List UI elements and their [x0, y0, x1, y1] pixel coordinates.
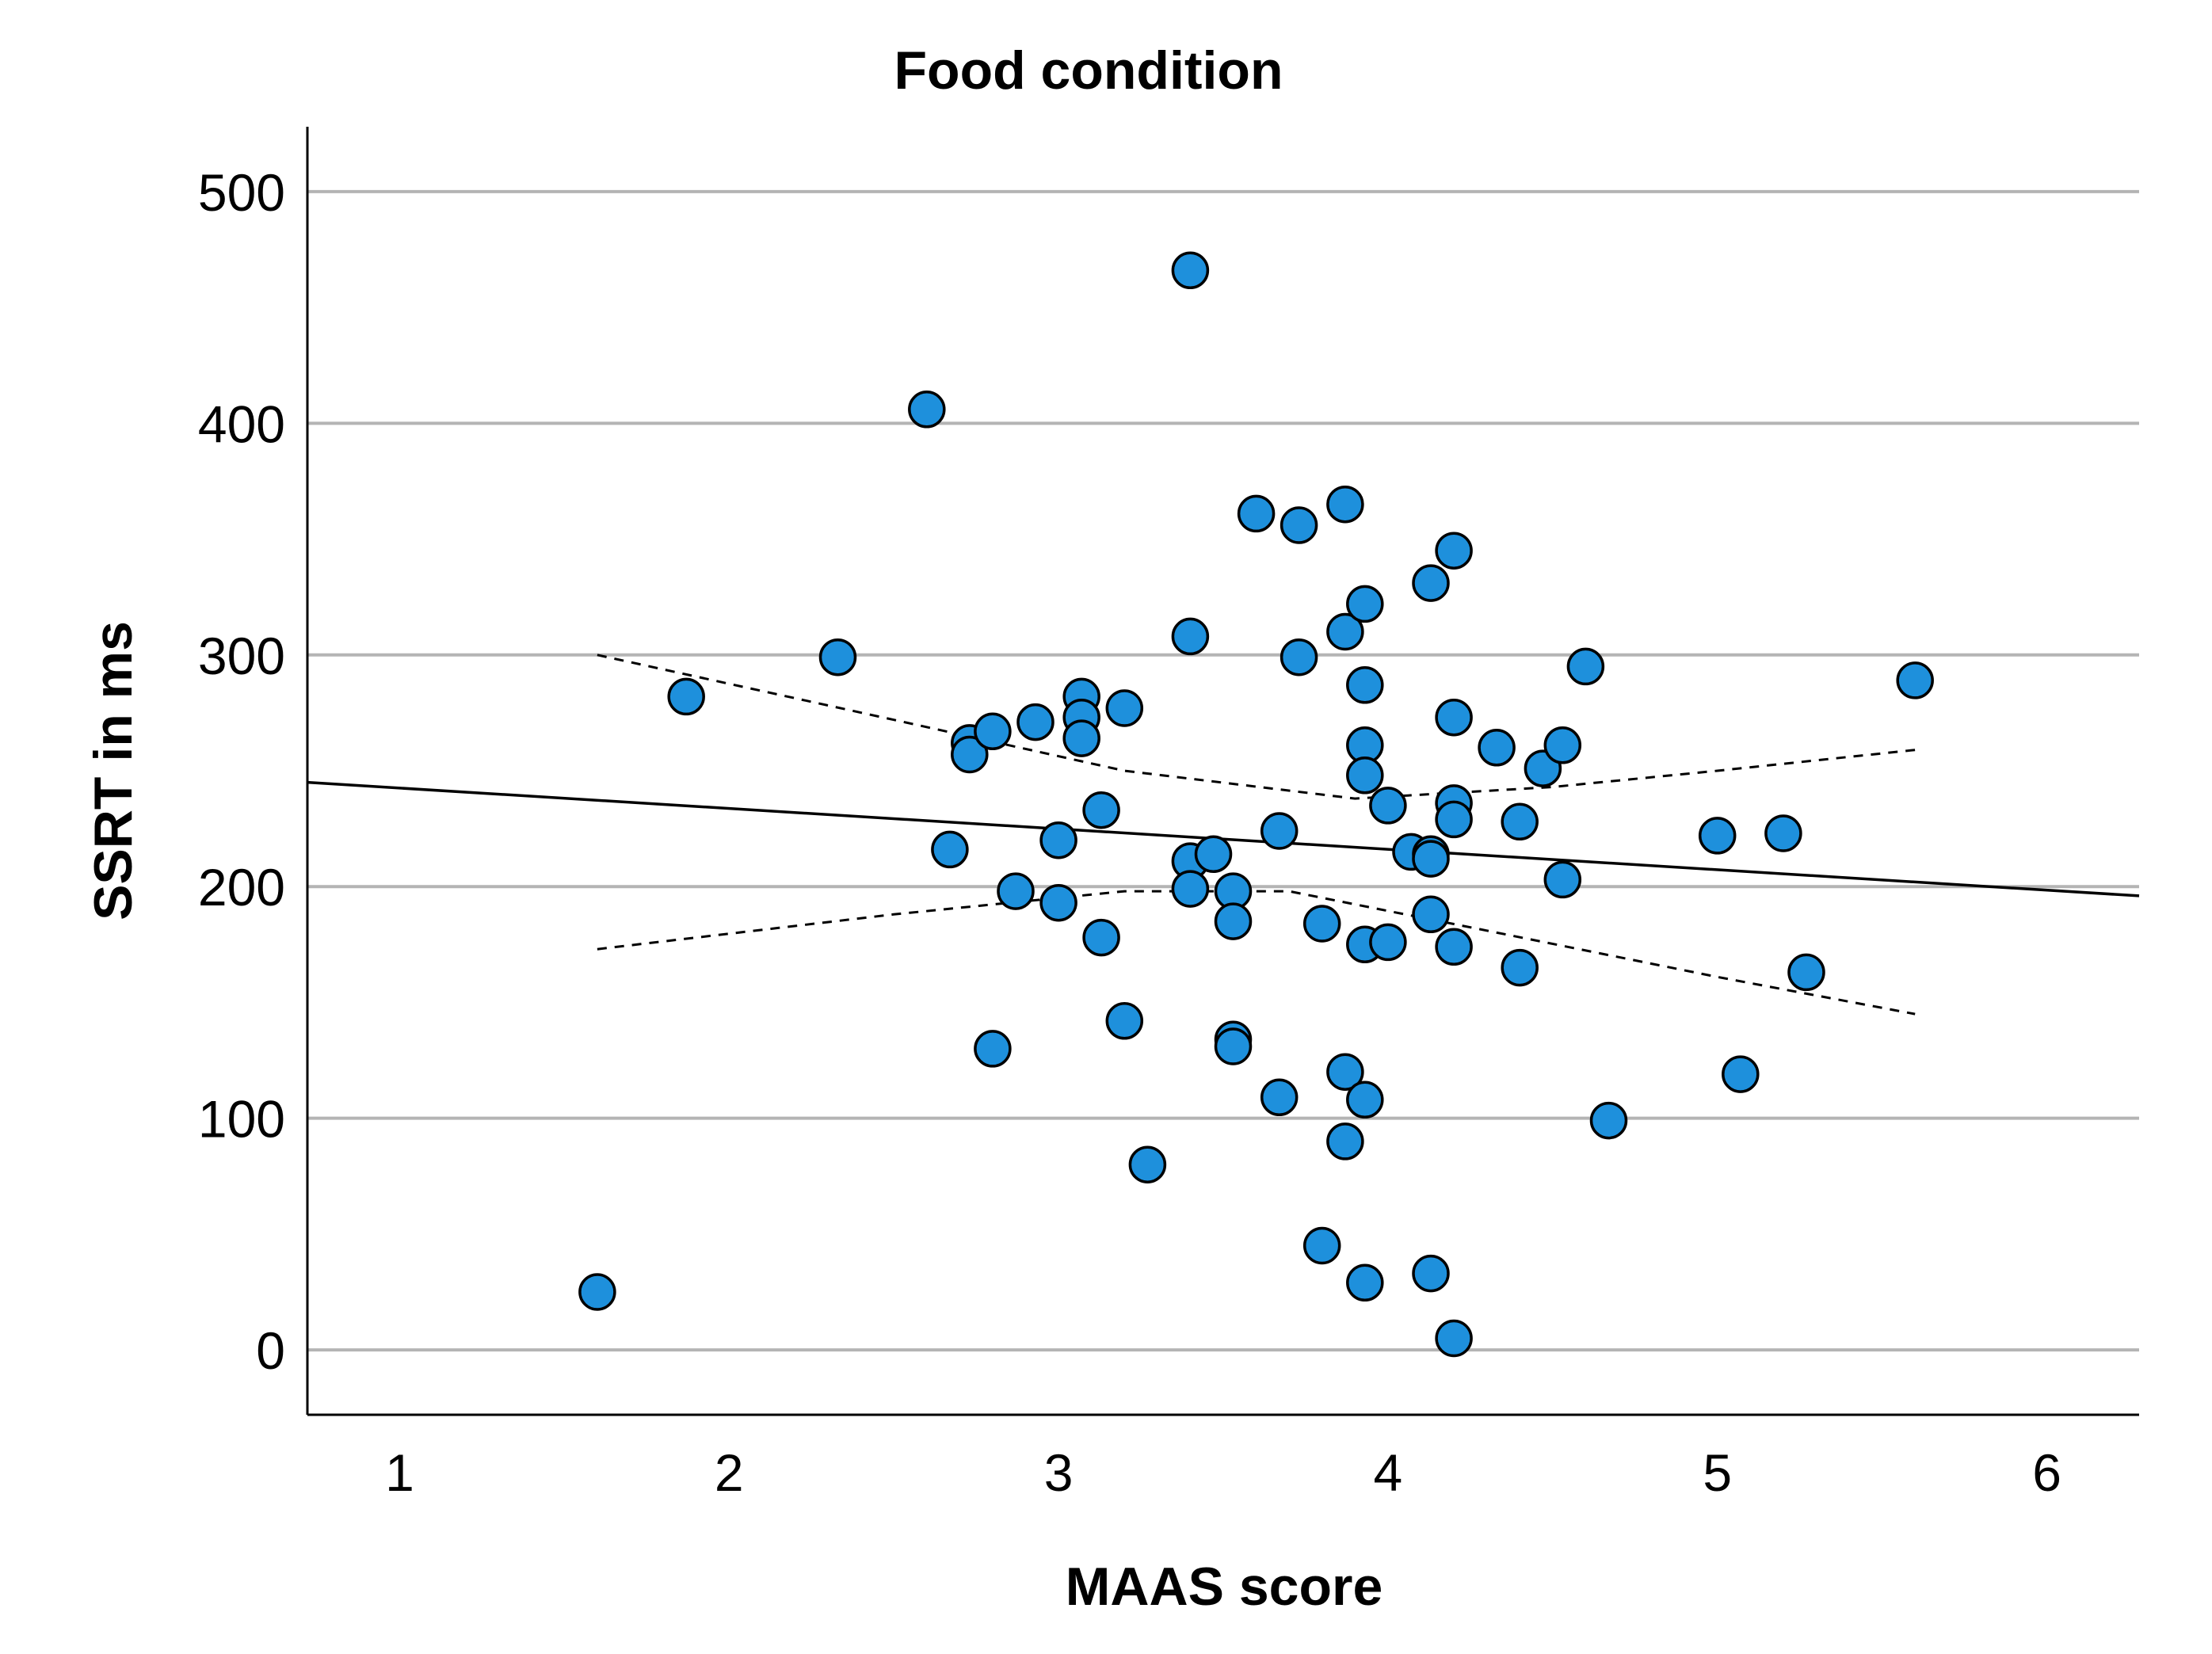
data-point — [908, 391, 946, 429]
axes — [306, 127, 2139, 1416]
data-point — [1062, 719, 1100, 757]
gridlines — [307, 189, 2139, 1352]
y-tick-label: 500 — [198, 163, 285, 222]
data-point — [1326, 1122, 1364, 1160]
data-point — [1016, 703, 1055, 741]
x-axis-label: MAAS score — [1066, 1557, 1383, 1617]
data-point — [1369, 787, 1407, 825]
data-point — [1280, 638, 1318, 676]
data-point — [1260, 812, 1299, 850]
data-point — [1722, 1055, 1760, 1093]
data-point — [1214, 902, 1253, 940]
data-point — [1105, 1002, 1144, 1040]
x-tick-label: 4 — [1374, 1443, 1403, 1502]
data-point — [1412, 564, 1450, 602]
x-tick-label: 2 — [715, 1443, 744, 1502]
data-point — [974, 1030, 1012, 1068]
data-point — [1237, 494, 1276, 533]
data-point — [1412, 840, 1450, 878]
data-point — [1326, 485, 1364, 524]
data-point — [1171, 617, 1210, 656]
data-point — [1302, 1226, 1341, 1265]
data-point — [1589, 1101, 1628, 1140]
y-tick-label: 100 — [198, 1090, 285, 1149]
chart-title: Food condition — [894, 40, 1283, 101]
data-point — [1171, 870, 1210, 908]
data-point — [1369, 923, 1407, 962]
data-point — [1346, 1263, 1384, 1302]
data-point — [951, 735, 989, 774]
data-point — [1435, 532, 1473, 570]
data-point — [1501, 802, 1539, 841]
y-tick-label: 0 — [256, 1321, 285, 1380]
data-point — [1082, 918, 1120, 957]
ci-upper-line — [597, 654, 1916, 800]
data-point — [931, 830, 969, 869]
data-point — [1171, 251, 1210, 290]
data-point — [974, 712, 1012, 751]
data-point — [1128, 1145, 1167, 1183]
data-point — [1764, 814, 1802, 852]
data-point — [1346, 666, 1384, 704]
y-tick-label: 400 — [198, 394, 285, 453]
data-point — [1412, 895, 1450, 934]
data-point — [1435, 928, 1473, 966]
data-point — [1326, 1053, 1364, 1091]
data-point — [1346, 756, 1384, 795]
data-point — [1039, 821, 1077, 859]
data-point — [1698, 817, 1737, 855]
y-axis-label: SSRT in ms — [83, 621, 143, 920]
confidence-bands — [597, 654, 1916, 1016]
data-point — [1260, 1078, 1299, 1117]
data-point — [578, 1273, 616, 1311]
data-point — [1543, 726, 1582, 764]
ci-lower-line — [597, 890, 1916, 1016]
data-point — [1566, 647, 1605, 686]
data-point — [1543, 860, 1582, 899]
y-tick-label: 200 — [198, 858, 285, 917]
data-point — [1478, 729, 1516, 767]
data-point — [997, 872, 1035, 910]
data-point — [818, 638, 857, 676]
data-point — [1787, 953, 1825, 992]
tick-labels: 0 100 200 300 400 500 1 2 3 4 5 6 — [198, 163, 2061, 1502]
data-point — [1105, 689, 1144, 727]
data-point — [1412, 1254, 1450, 1293]
data-point — [1194, 835, 1233, 874]
data-point — [1039, 883, 1077, 922]
data-point — [1214, 1027, 1253, 1065]
x-tick-label: 1 — [385, 1443, 414, 1502]
data-point — [1346, 1080, 1384, 1119]
data-point — [1280, 506, 1318, 544]
data-point — [1302, 905, 1341, 943]
data-point — [667, 677, 705, 716]
x-tick-label: 3 — [1044, 1443, 1074, 1502]
x-tick-label: 5 — [1703, 1443, 1732, 1502]
x-tick-label: 6 — [2032, 1443, 2061, 1502]
data-point — [1326, 612, 1364, 651]
data-point — [1435, 698, 1473, 737]
data-point — [1501, 948, 1539, 987]
data-point — [1082, 791, 1120, 829]
data-points — [578, 251, 1934, 1358]
data-point — [1346, 585, 1384, 623]
data-point — [1435, 800, 1473, 839]
data-point — [1435, 1319, 1473, 1358]
y-tick-label: 300 — [198, 627, 285, 685]
data-point — [1896, 661, 1934, 699]
